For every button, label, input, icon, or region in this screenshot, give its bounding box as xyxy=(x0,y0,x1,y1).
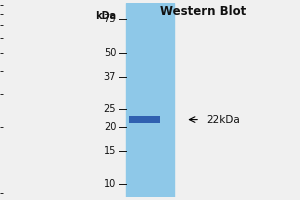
Text: 10: 10 xyxy=(104,179,116,189)
Text: 75: 75 xyxy=(103,14,116,24)
Text: 22kDa: 22kDa xyxy=(206,115,240,125)
Text: 20: 20 xyxy=(104,122,116,132)
Text: 50: 50 xyxy=(104,48,116,58)
Text: 15: 15 xyxy=(104,146,116,156)
Text: 37: 37 xyxy=(104,72,116,82)
Text: 25: 25 xyxy=(103,104,116,114)
Text: Western Blot: Western Blot xyxy=(160,5,246,18)
Text: kDa: kDa xyxy=(95,11,116,21)
Bar xyxy=(126,3,174,197)
Bar xyxy=(129,116,161,123)
